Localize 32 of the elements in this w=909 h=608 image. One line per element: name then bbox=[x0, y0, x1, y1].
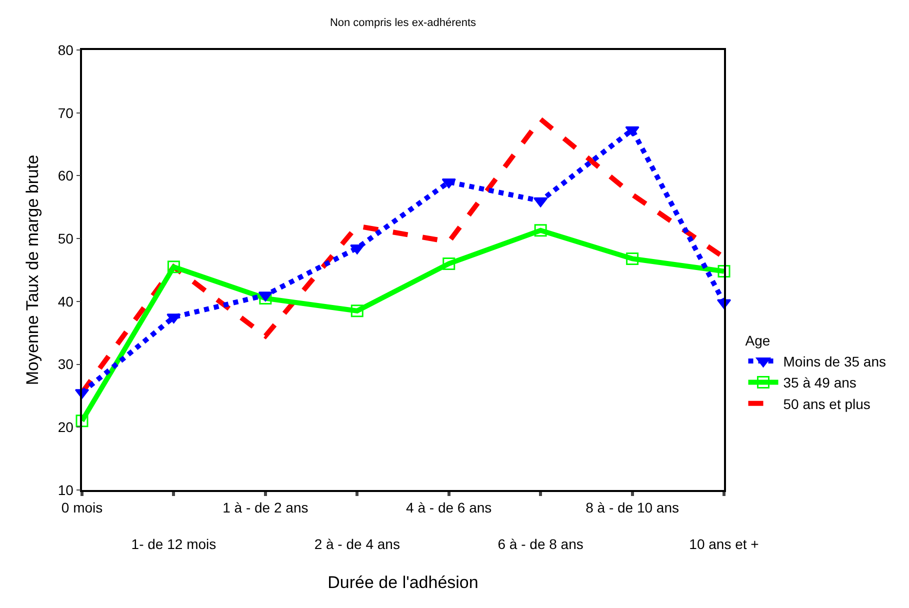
point bbox=[76, 414, 88, 428]
x-axis-title: Durée de l'adhésion bbox=[328, 572, 478, 592]
x-tick-label: 4 à - de 6 ans bbox=[406, 500, 492, 516]
legend-label: Moins de 35 ans bbox=[783, 353, 886, 370]
chart-title: Non compris les ex-adhérents bbox=[330, 16, 477, 29]
y-tick-label: 50 bbox=[58, 230, 74, 246]
x-tick-label: 1- de 12 mois bbox=[131, 536, 216, 552]
point bbox=[625, 126, 640, 136]
point bbox=[167, 260, 180, 274]
y-axis-title: Moyenne Taux de marge brute bbox=[22, 154, 42, 386]
point bbox=[350, 304, 364, 318]
point bbox=[442, 257, 456, 270]
legend-label: 35 à 49 ans bbox=[783, 374, 856, 391]
x-tick-label: 0 mois bbox=[61, 500, 103, 516]
x-tick-label: 6 à - de 8 ans bbox=[498, 536, 584, 552]
point bbox=[626, 252, 639, 265]
legend-label: 50 ans et plus bbox=[783, 396, 870, 412]
y-tick-label: 60 bbox=[58, 168, 74, 184]
y-tick-label: 70 bbox=[58, 104, 74, 121]
x-tick-label: 8 à - de 10 ans bbox=[586, 500, 679, 516]
legend-title: Age bbox=[745, 332, 770, 348]
point bbox=[718, 265, 730, 278]
x-tick-label: 1 à - de 2 ans bbox=[222, 500, 308, 516]
y-tick-label: 10 bbox=[58, 482, 74, 498]
y-tick-label: 20 bbox=[58, 419, 74, 436]
point bbox=[533, 197, 548, 208]
x-tick-label: 10 ans et + bbox=[689, 536, 759, 552]
y-tick-label: 40 bbox=[58, 293, 74, 310]
y-tick-label: 30 bbox=[58, 356, 74, 372]
point bbox=[534, 224, 547, 237]
y-tick-label: 80 bbox=[58, 42, 74, 58]
x-tick-label: 2 à - de 4 ans bbox=[314, 536, 400, 552]
